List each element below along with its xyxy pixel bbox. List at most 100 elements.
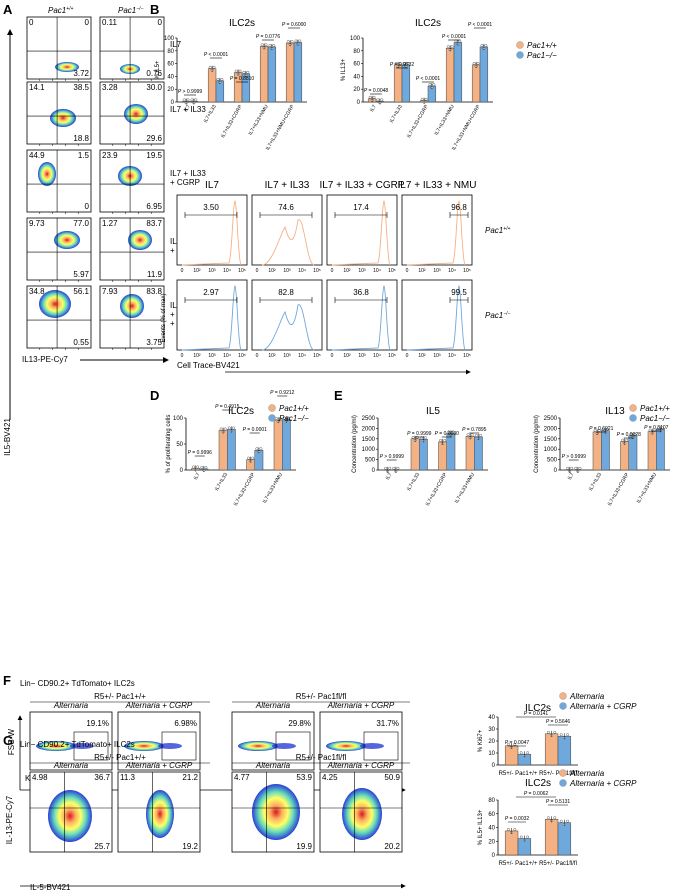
bar [227,429,236,471]
gate-percentage: 2.97 [203,288,219,297]
y-tick-label: 40 [353,74,360,80]
y-tick-label: 1000 [362,447,376,453]
y-tick-label: 500 [365,458,376,464]
p-value: P = 0.6921 [589,426,614,432]
quadrant-ur-value: 53.9 [296,773,312,782]
bar [445,47,455,103]
condition-label: Alternaria + CGRP [125,701,193,710]
x-tick-label: IL7+IL33+CGRP [607,471,631,507]
x-tick-label: 10⁵ [463,268,471,274]
p-value: P = 0.0028 [617,432,642,438]
data-point [260,43,264,47]
data-point [272,44,276,47]
legend-marker [629,414,637,422]
y-tick-label: 1000 [544,447,558,453]
data-point [480,44,484,47]
p-value: P = 0.5646 [546,719,571,725]
histogram-trace [261,304,315,351]
data-point [451,430,455,434]
data-point [472,61,476,65]
x-tick-label: 10⁵ [238,268,246,274]
chart-title: ILC2s [228,406,254,417]
data-point [606,427,609,431]
p-value: P = 0.5131 [546,799,571,805]
data-point [294,39,298,43]
data-point [246,70,250,74]
y-tick-label: 0 [492,763,496,769]
panel-letter-f: F [3,673,11,688]
legend-marker [516,51,524,59]
density-blob [146,790,174,838]
x-tick-label: IL7+IL33 [214,472,229,492]
p-value: P = 0.0047 [505,740,530,746]
x-tick-label: 10³ [358,353,366,359]
legend-label: Alternaria [569,769,605,778]
legend: Pac1+/+Pac1−/− [629,404,670,423]
data-point [227,426,231,430]
panel-f-header: Lin− CD90.2+ TdTomato+ ILC2s [20,679,135,688]
gate-percentage: 19.1% [86,719,109,728]
quadrant-ur-value: 36.7 [94,773,110,782]
bar [544,733,559,766]
data-point [424,97,428,101]
quadrant-lr-value: 11.9 [147,270,163,279]
legend-marker [559,769,567,777]
legend-label: Alternaria + CGRP [569,702,637,711]
data-point [392,466,396,470]
data-point [566,819,569,823]
data-point [287,416,290,420]
y-tick-label: 500 [547,458,558,464]
quadrant-lr-value: 3.75 [146,338,162,347]
x-tick-label: R5+/- Pac1fl/fl [539,861,577,867]
y-tick-label: 60 [167,62,174,68]
x-tick-label: R5+/- Pac1+/+ [499,771,538,777]
group-label-1: R5+/- Pac1+/+ [94,692,146,701]
x-tick-label: 10⁴ [373,268,381,274]
density-tail [158,743,182,749]
data-point [447,430,451,434]
x-tick-label: 10⁵ [463,353,471,359]
data-point [553,730,557,734]
legend-label: Pac1+/+ [640,404,670,413]
histogram-trace [261,219,315,266]
facs-plot-frame [231,711,315,771]
y-axis-label: % IL5+ IL13+ [478,809,484,845]
data-point [200,466,204,469]
x-tick-label: IL7+IL33+NMU [454,472,476,505]
x-tick-label: 10⁴ [448,268,456,274]
p-value: P = 0.9732 [390,62,415,68]
x-tick-label: 10⁴ [448,353,456,359]
density-tail [70,743,94,749]
data-point [212,65,216,69]
condition-label: Alternaria [255,701,291,710]
data-point [192,465,195,469]
y-axis-label: % IL13+ [341,58,347,81]
quadrant-lr-value: 0.55 [73,338,89,347]
data-point [470,433,474,437]
quadrant-ur-value: 83.8 [146,287,162,296]
y-tick-label: 20 [167,87,174,93]
y-tick-label: 0 [372,468,376,474]
p-value: P > 0.9999 [562,454,587,460]
data-point [406,61,410,65]
data-point [216,77,220,81]
data-point [420,97,424,101]
bar [293,42,303,103]
y-axis-label: % Ki67+ [478,729,484,752]
p-value: P = 0.0776 [256,34,281,40]
panel-letter-b: B [150,2,159,17]
y-axis-label: IL-13-PE-Cy7 [5,795,14,844]
p-value: P < 0.0001 [204,52,229,58]
x-tick-label: 0 [331,268,334,274]
x-tick-label: IL7 [193,472,202,481]
quadrant-ul-value: 11.3 [120,773,136,782]
x-tick-label: R5+/- Pac1fl/fl [539,771,577,777]
data-point [278,417,282,420]
p-value: P = 0.0062 [524,791,549,797]
legend: Pac1+/+Pac1−/− [268,404,309,423]
data-point [547,816,550,820]
p-value: P = 0.8810 [230,76,255,82]
bar [479,46,489,103]
y-tick-label: 80 [353,49,360,55]
bar-chart: 0 50 100% of proliferating cells ILC2s IL7 IL… [166,390,296,507]
